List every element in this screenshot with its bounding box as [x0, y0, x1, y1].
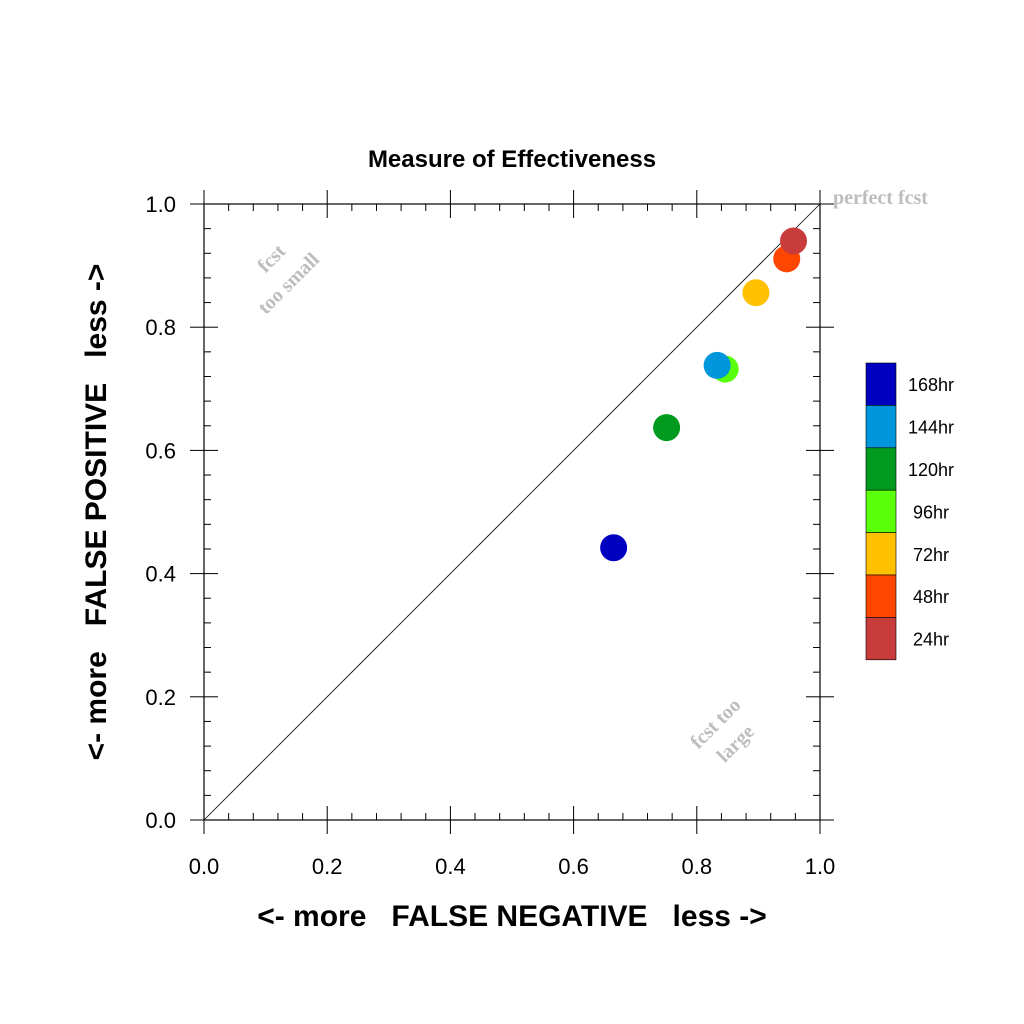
legend-label-48hr: 48hr: [913, 587, 949, 607]
y-tick-label: 0.8: [145, 315, 176, 340]
x-axis-label: <- more FALSE NEGATIVE less ->: [257, 900, 767, 933]
data-point-120hr: [653, 414, 681, 442]
x-tick-label: 0.6: [558, 854, 589, 879]
x-tick-label: 0.8: [682, 854, 713, 879]
legend-swatch-48hr: [865, 574, 897, 618]
x-tick-label: 0.4: [435, 854, 466, 879]
legend: 168hr 144hr 120hr 96hr 72hr 48hr 24hr: [865, 362, 954, 661]
chart-title: Measure of Effectiveness: [368, 146, 656, 173]
plot-border: [203, 203, 821, 821]
x-tick-label: 0.0: [189, 854, 220, 879]
legend-label-96hr: 96hr: [913, 502, 949, 522]
x-tick-label: 1.0: [805, 854, 836, 879]
legend-label-120hr: 120hr: [908, 460, 954, 480]
y-tick-label: 1.0: [145, 192, 176, 217]
axis-tick-labels: 0.0 0.2 0.4 0.6 0.8 1.0 0.0 0.2 0.4 0.6 0.8 1.0: [145, 192, 835, 879]
diagonal-line: [203, 203, 821, 821]
legend-label-144hr: 144hr: [908, 418, 954, 438]
data-points: [600, 227, 808, 562]
y-tick-label: 0.6: [145, 438, 176, 463]
legend-label-168hr: 168hr: [908, 375, 954, 395]
diagonal-reference-line: [203, 203, 821, 821]
legend-swatch-72hr: [865, 532, 897, 576]
plot-frame: [203, 203, 821, 821]
legend-label-72hr: 72hr: [913, 545, 949, 565]
data-point-72hr: [742, 279, 770, 307]
y-tick-label: 0.4: [145, 562, 176, 587]
annotation-perfect-fcst: perfect fcst: [833, 187, 928, 209]
data-point-168hr: [600, 534, 628, 562]
legend-swatch-24hr: [865, 617, 897, 661]
y-tick-label: 0.0: [145, 808, 176, 833]
legend-swatch-96hr: [865, 489, 897, 533]
data-point-144hr: [703, 351, 731, 379]
axis-ticks: [190, 190, 834, 834]
legend-swatch-168hr: [865, 362, 897, 406]
legend-swatch-144hr: [865, 405, 897, 449]
legend-label-24hr: 24hr: [913, 630, 949, 650]
legend-swatch-120hr: [865, 447, 897, 491]
data-point-24hr: [780, 227, 808, 255]
y-axis-label: <- more FALSE POSITIVE less ->: [80, 264, 113, 761]
x-tick-label: 0.2: [312, 854, 343, 879]
y-tick-label: 0.2: [145, 685, 176, 710]
